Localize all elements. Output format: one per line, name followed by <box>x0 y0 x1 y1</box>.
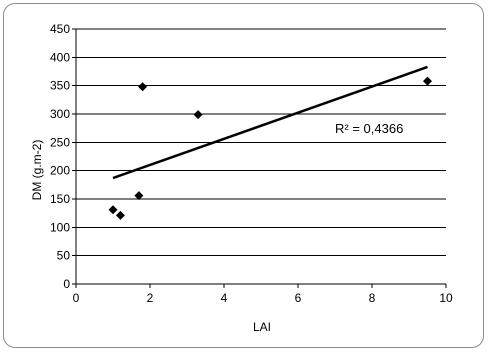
data-point <box>115 210 125 220</box>
y-axis-title: DM (g.m-2) <box>30 140 44 201</box>
y-tick-label-250: 250 <box>50 135 70 149</box>
y-tick-label-450: 450 <box>50 22 70 36</box>
y-tick-labels: 0 50 100 150 200 250 300 350 400 450 <box>50 22 70 291</box>
r-squared-annotation: R² = 0,4366 <box>335 121 403 136</box>
x-tick-label-6: 6 <box>295 291 302 305</box>
trendline-group <box>112 65 428 180</box>
y-tick-label-200: 200 <box>50 164 70 178</box>
data-point <box>423 76 432 86</box>
x-tick-label-10: 10 <box>439 291 453 305</box>
data-points <box>108 76 432 220</box>
y-tick-label-0: 0 <box>63 277 70 291</box>
data-point <box>108 205 118 215</box>
x-tick-labels: 0 2 4 6 8 10 <box>73 291 453 305</box>
data-point <box>138 82 148 92</box>
chart-frame <box>3 3 484 348</box>
data-point <box>134 191 144 201</box>
axes <box>72 28 447 288</box>
y-tick-label-300: 300 <box>50 107 70 121</box>
y-tick-label-150: 150 <box>50 192 70 206</box>
data-point <box>193 110 203 120</box>
y-tick-label-50: 50 <box>57 249 71 263</box>
x-tick-label-2: 2 <box>147 291 154 305</box>
y-tick-label-350: 350 <box>50 79 70 93</box>
x-axis-title: LAI <box>253 320 271 334</box>
y-tick-label-400: 400 <box>50 50 70 64</box>
y-tick-label-100: 100 <box>50 220 70 234</box>
x-tick-label-0: 0 <box>73 291 80 305</box>
trendline <box>112 65 428 180</box>
x-tick-label-4: 4 <box>221 291 228 305</box>
x-tick-label-8: 8 <box>369 291 376 305</box>
gridlines <box>76 28 446 257</box>
